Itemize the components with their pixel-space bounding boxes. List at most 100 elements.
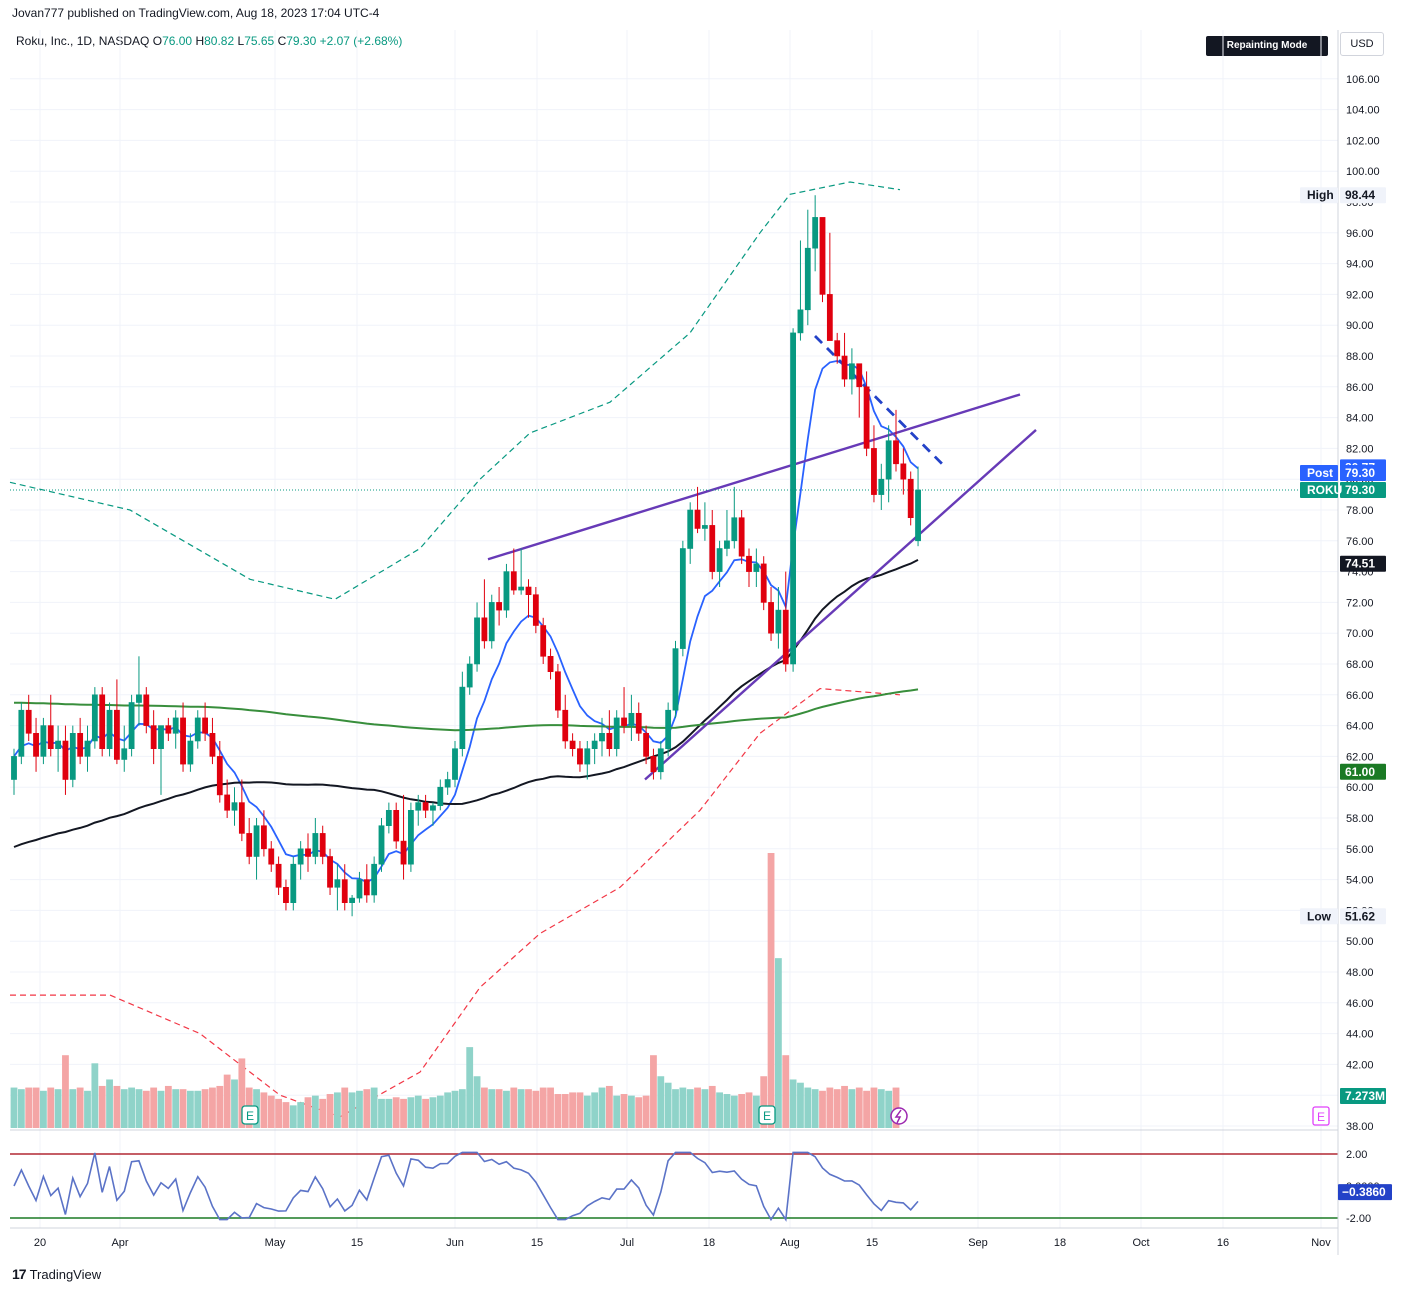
candle-body [554, 671, 561, 711]
tradingview-logo: 17 [12, 1266, 27, 1282]
candle-body [106, 709, 113, 750]
y-tick-label: 100.00 [1346, 166, 1380, 178]
y-tick-label: 78.00 [1346, 505, 1374, 517]
volume-bar [297, 1102, 305, 1128]
candle-body [856, 363, 863, 388]
candle-body [834, 340, 841, 357]
volume-bar [841, 1085, 848, 1128]
candle-body [33, 732, 39, 757]
dashed-resistance [814, 334, 943, 465]
volume-bar [642, 1095, 650, 1128]
candle-body [99, 694, 106, 749]
candle-body [753, 563, 760, 572]
x-tick-label: Nov [1311, 1237, 1331, 1249]
currency-button[interactable]: USD [1340, 32, 1384, 56]
candle-body [356, 879, 363, 899]
price-tag-label: High [1307, 188, 1334, 202]
volume-bar [378, 1098, 385, 1128]
volume-bar [591, 1092, 599, 1128]
candle-body [496, 602, 502, 611]
volume-bar [686, 1089, 694, 1128]
earnings-icon [241, 1105, 259, 1125]
candle-body [716, 548, 723, 572]
volume-bar [267, 1095, 275, 1128]
candle-body [194, 717, 201, 742]
trend-lines [10, 334, 1338, 781]
y-tick-label: 50.00 [1346, 936, 1374, 948]
volume-bar [539, 1087, 547, 1128]
price-tag-value: 51.62 [1345, 909, 1375, 923]
volume-bar [54, 1089, 62, 1128]
volume-bar [407, 1097, 415, 1128]
price-tag-value: 98.44 [1345, 188, 1375, 202]
osc-value-text: −0.3860 [1342, 1185, 1386, 1199]
candle-body [209, 732, 216, 757]
symbol-name[interactable]: Roku, Inc., 1D, NASDAQ [16, 34, 150, 48]
price-tag: 98.44 High [1300, 187, 1386, 204]
volume-bar [231, 1079, 238, 1128]
price-tag-box [1340, 187, 1386, 204]
volume-bar [172, 1089, 180, 1128]
volume-bar [458, 1089, 466, 1128]
candle-body [775, 609, 782, 634]
volume-bar [870, 1087, 878, 1128]
price-tag: 61.00 [1340, 763, 1386, 780]
x-tick-label: 15 [866, 1237, 878, 1249]
open-value: 76.00 [162, 34, 193, 48]
y-tick-label: 46.00 [1346, 998, 1374, 1010]
volume-bar [238, 1058, 246, 1128]
candle-body [128, 702, 135, 750]
price-tag-value: 61.00 [1345, 765, 1375, 779]
candle-body [371, 863, 378, 896]
volume-bar [135, 1089, 143, 1128]
candle-body [77, 732, 84, 757]
candle-body [584, 748, 591, 765]
candle-body [268, 848, 275, 865]
candle-body [260, 825, 267, 850]
candle-body [437, 786, 444, 806]
change-value: +2.07 (+2.68%) [319, 34, 403, 48]
y-tick-label: 42.00 [1346, 1059, 1374, 1071]
volume-bar [760, 1076, 768, 1128]
x-tick-label: 16 [1217, 1237, 1229, 1249]
price-tag-box [1340, 482, 1386, 498]
volume-bar [422, 1098, 429, 1128]
candle-body [25, 709, 32, 734]
volume-bar [797, 1082, 804, 1128]
volume-bar [319, 1098, 327, 1128]
y-tick-label: 48.00 [1346, 967, 1374, 979]
volume-bar [488, 1089, 496, 1128]
candle-body [349, 897, 355, 904]
candle-body [40, 725, 47, 757]
candle-body [11, 756, 17, 780]
candle-body [459, 686, 466, 749]
volume-bar [187, 1090, 194, 1128]
volume-bar [473, 1076, 481, 1128]
lower-trendline [644, 429, 1037, 781]
price-tag-label: Post [1307, 466, 1333, 480]
y-tick-label: 66.00 [1346, 690, 1374, 702]
volume-bar [510, 1087, 518, 1128]
candle-body [275, 863, 282, 888]
osc-value-tag: −0.3860 [1338, 1184, 1392, 1201]
candle-body [238, 802, 245, 834]
volume-bar [789, 1079, 797, 1128]
candle-body [510, 571, 517, 591]
candle-body [599, 732, 605, 742]
y-tick-label: 70.00 [1346, 628, 1374, 640]
candle-body [562, 709, 569, 742]
y-tick-label: 54.00 [1346, 875, 1374, 887]
candle-body [606, 732, 613, 749]
volume-bar [554, 1094, 562, 1128]
volume-bar [532, 1090, 540, 1128]
volume-bar [628, 1095, 635, 1128]
price-tag-label: Low [1307, 909, 1332, 923]
volume-bar [436, 1095, 444, 1128]
volume-bar [569, 1092, 576, 1128]
volume-bar [804, 1087, 812, 1128]
candle-body [591, 740, 598, 749]
candle-body [319, 833, 326, 857]
volume-bar [341, 1087, 349, 1128]
ema-line [13, 359, 919, 884]
